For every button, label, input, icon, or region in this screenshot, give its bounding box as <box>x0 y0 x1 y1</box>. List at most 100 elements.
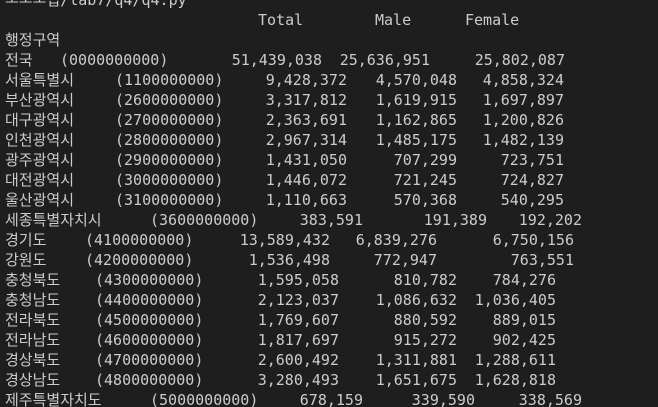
table-row: 세종특별자치시 (3600000000) 383,591 191,389 192,202 <box>5 210 655 230</box>
table-row: 울산광역시 (3100000000) 1,110,663 570,368 540,295 <box>5 190 655 210</box>
total-value: 1,769,607 <box>257 311 339 329</box>
region-code: (4500000000) <box>95 311 204 329</box>
region-code: (4700000000) <box>95 351 204 369</box>
male-value: 772,947 <box>373 251 437 269</box>
table-row: 서울특별시 (1100000000) 9,428,372 4,570,048 4,858… <box>5 70 655 90</box>
female-value: 1,482,139 <box>482 131 564 149</box>
region-name: 강원도 <box>5 251 47 269</box>
male-value: 707,299 <box>393 151 457 169</box>
male-value: 880,592 <box>393 311 457 329</box>
total-value: 1,446,072 <box>265 171 347 189</box>
male-value: 721,245 <box>393 171 457 189</box>
male-value: 1,311,881 <box>375 351 457 369</box>
female-value: 4,858,324 <box>482 71 564 89</box>
male-value: 1,485,175 <box>375 131 457 149</box>
table-row: 충청남도 (4400000000) 2,123,037 1,086,632 1,036,… <box>5 290 655 310</box>
table-row: 경기도 (4100000000) 13,589,432 6,839,276 6,750,… <box>5 230 655 250</box>
region-code: (2800000000) <box>115 131 224 149</box>
total-value: 3,280,493 <box>257 371 339 389</box>
region-code: (3100000000) <box>115 191 224 209</box>
total-value: 1,536,498 <box>248 251 330 269</box>
table-row: 대구광역시 (2700000000) 2,363,691 1,162,865 1,200… <box>5 110 655 130</box>
region-code: (3600000000) <box>150 211 259 229</box>
total-value: 51,439,038 <box>231 51 322 69</box>
region-name: 충청북도 <box>5 271 61 289</box>
region-name: 전라북도 <box>5 311 61 329</box>
male-value: 339,590 <box>411 391 475 407</box>
female-value: 192,202 <box>518 211 582 229</box>
region-name: 제주특별자치도 <box>5 391 102 407</box>
female-value: 338,569 <box>518 391 582 407</box>
region-code: (4600000000) <box>95 331 204 349</box>
table-row: 인천광역시 (2800000000) 2,967,314 1,485,175 1,482… <box>5 130 655 150</box>
female-value: 784,276 <box>492 271 556 289</box>
region-name: 경상북도 <box>5 351 61 369</box>
region-code: (2600000000) <box>115 91 224 109</box>
region-code: (5000000000) <box>150 391 259 407</box>
column-header-male: Male <box>375 11 412 29</box>
region-code: (4300000000) <box>95 271 204 289</box>
region-code: (2900000000) <box>115 151 224 169</box>
total-value: 3,317,812 <box>265 91 347 109</box>
female-value: 902,425 <box>492 331 556 349</box>
female-value: 723,751 <box>500 151 564 169</box>
total-value: 1,431,050 <box>265 151 347 169</box>
total-value: 1,110,663 <box>265 191 347 209</box>
total-value: 2,967,314 <box>265 131 347 149</box>
male-value: 1,086,632 <box>375 291 457 309</box>
total-value: 2,363,691 <box>265 111 347 129</box>
region-name: 부산광역시 <box>5 91 75 109</box>
male-value: 570,368 <box>393 191 457 209</box>
male-value: 1,619,915 <box>375 91 457 109</box>
total-value: 2,600,492 <box>257 351 339 369</box>
total-value: 1,817,697 <box>257 331 339 349</box>
male-value: 1,651,675 <box>375 371 457 389</box>
region-code: (0000000000) <box>60 51 169 69</box>
female-value: 889,015 <box>492 311 556 329</box>
table-row: 전라남도 (4600000000) 1,817,697 915,272 902,425 <box>5 330 655 350</box>
region-name: 경상남도 <box>5 371 61 389</box>
table-row: 충청북도 (4300000000) 1,595,058 810,782 784,276 <box>5 270 655 290</box>
table-row: 부산광역시 (2600000000) 3,317,812 1,619,915 1,697… <box>5 90 655 110</box>
region-code: (1100000000) <box>115 71 224 89</box>
script-path-line: ㅗㅗㅗ집/lab7/q4/q4.py <box>5 0 187 9</box>
female-value: 540,295 <box>500 191 564 209</box>
region-name: 울산광역시 <box>5 191 75 209</box>
table-row: 광주광역시 (2900000000) 1,431,050 707,299 723,751 <box>5 150 655 170</box>
male-value: 25,636,951 <box>339 51 430 69</box>
column-header-row: Total Male Female <box>0 10 658 30</box>
region-code: (4800000000) <box>95 371 204 389</box>
female-value: 1,697,897 <box>482 91 564 109</box>
region-code: (3000000000) <box>115 171 224 189</box>
region-name: 광주광역시 <box>5 151 75 169</box>
female-value: 1,036,405 <box>474 291 556 309</box>
region-name: 전라남도 <box>5 331 61 349</box>
region-name: 전국 <box>5 51 33 69</box>
region-name: 경기도 <box>5 231 47 249</box>
female-value: 1,200,826 <box>482 111 564 129</box>
index-name-line: 행정구역 <box>5 31 61 49</box>
female-value: 1,288,611 <box>474 351 556 369</box>
table-row: 전국 (0000000000) 51,439,038 25,636,951 25,802… <box>5 50 655 70</box>
region-code: (2700000000) <box>115 111 224 129</box>
female-value: 724,827 <box>500 171 564 189</box>
region-name: 세종특별자치시 <box>5 211 102 229</box>
table-row: 강원도 (4200000000) 1,536,498 772,947 763,551 <box>5 250 655 270</box>
male-value: 191,389 <box>423 211 487 229</box>
column-header-total: Total <box>258 11 304 29</box>
region-code: (4200000000) <box>85 251 194 269</box>
total-value: 1,595,058 <box>257 271 339 289</box>
table-row: 경상남도 (4800000000) 3,280,493 1,651,675 1,628,… <box>5 370 655 390</box>
region-code: (4100000000) <box>85 231 194 249</box>
male-value: 810,782 <box>393 271 457 289</box>
table-row: 전라북도 (4500000000) 1,769,607 880,592 889,015 <box>5 310 655 330</box>
region-code: (4400000000) <box>95 291 204 309</box>
male-value: 915,272 <box>393 331 457 349</box>
male-value: 6,839,276 <box>355 231 437 249</box>
region-name: 서울특별시 <box>5 71 75 89</box>
total-value: 2,123,037 <box>257 291 339 309</box>
table-row: 경상북도 (4700000000) 2,600,492 1,311,881 1,288,… <box>5 350 655 370</box>
table-row: 대전광역시 (3000000000) 1,446,072 721,245 724,827 <box>5 170 655 190</box>
female-value: 763,551 <box>510 251 574 269</box>
